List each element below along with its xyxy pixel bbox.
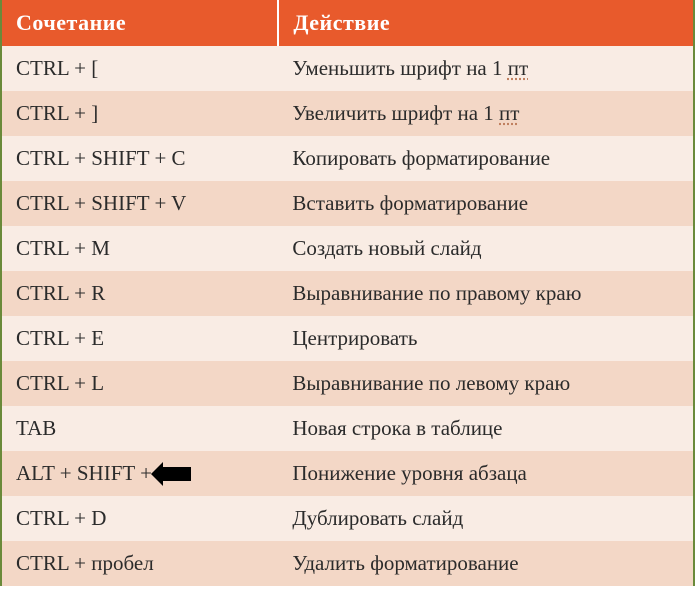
table-row: CTRL + L Выравнивание по левому краю — [2, 361, 693, 406]
header-action: Действие — [278, 0, 693, 46]
unit-text: пт — [499, 101, 519, 125]
cell-action: Увеличить шрифт на 1 пт — [278, 91, 693, 136]
action-text: Увеличить шрифт на 1 — [292, 101, 499, 125]
table-row: CTRL + E Центрировать — [2, 316, 693, 361]
cell-action: Удалить форматирование — [278, 541, 693, 586]
table-row: CTRL + SHIFT + V Вставить форматирование — [2, 181, 693, 226]
action-text: Выравнивание по правому краю — [292, 281, 581, 305]
cell-action: Центрировать — [278, 316, 693, 361]
action-text: Центрировать — [292, 326, 417, 350]
cell-action: Вставить форматирование — [278, 181, 693, 226]
cell-shortcut: CTRL + D — [2, 496, 278, 541]
shortcut-text: CTRL + R — [16, 281, 105, 305]
shortcut-text: CTRL + [ — [16, 56, 98, 80]
cell-action: Уменьшить шрифт на 1 пт — [278, 46, 693, 91]
table-header-row: Сочетание Действие — [2, 0, 693, 46]
cell-action: Дублировать слайд — [278, 496, 693, 541]
table-row: CTRL + D Дублировать слайд — [2, 496, 693, 541]
cell-shortcut: CTRL + E — [2, 316, 278, 361]
shortcut-text: CTRL + SHIFT + C — [16, 146, 186, 170]
shortcut-text: CTRL + пробел — [16, 551, 154, 575]
table-row: ALT + SHIFT + Понижение уровня абзаца — [2, 451, 693, 496]
shortcut-table-wrapper: Сочетание Действие CTRL + [ Уменьшить шри… — [0, 0, 695, 586]
action-text: Удалить форматирование — [292, 551, 518, 575]
unit-text: пт — [508, 56, 528, 80]
action-text: Понижение уровня абзаца — [292, 461, 527, 485]
cell-shortcut: CTRL + L — [2, 361, 278, 406]
table-row: CTRL + M Создать новый слайд — [2, 226, 693, 271]
cell-shortcut: CTRL + пробел — [2, 541, 278, 586]
cell-action: Выравнивание по левому краю — [278, 361, 693, 406]
action-text: Вставить форматирование — [292, 191, 528, 215]
cell-shortcut: ALT + SHIFT + — [2, 451, 278, 496]
cell-action: Понижение уровня абзаца — [278, 451, 693, 496]
table-row: CTRL + пробел Удалить форматирование — [2, 541, 693, 586]
shortcut-text: CTRL + D — [16, 506, 106, 530]
cell-shortcut: CTRL + SHIFT + V — [2, 181, 278, 226]
table-row: CTRL + SHIFT + C Копировать форматировани… — [2, 136, 693, 181]
table-row: TAB Новая строка в таблице — [2, 406, 693, 451]
table-row: CTRL + R Выравнивание по правому краю — [2, 271, 693, 316]
cell-shortcut: TAB — [2, 406, 278, 451]
shortcut-table: Сочетание Действие CTRL + [ Уменьшить шри… — [2, 0, 693, 586]
cell-action: Копировать форматирование — [278, 136, 693, 181]
action-text: Дублировать слайд — [292, 506, 463, 530]
cell-shortcut: CTRL + ] — [2, 91, 278, 136]
shortcut-text: CTRL + SHIFT + V — [16, 191, 186, 215]
table-row: CTRL + ] Увеличить шрифт на 1 пт — [2, 91, 693, 136]
cell-shortcut: CTRL + [ — [2, 46, 278, 91]
action-text: Новая строка в таблице — [292, 416, 502, 440]
cell-action: Создать новый слайд — [278, 226, 693, 271]
shortcut-text: CTRL + M — [16, 236, 110, 260]
shortcut-text: CTRL + L — [16, 371, 104, 395]
action-text: Выравнивание по левому краю — [292, 371, 570, 395]
shortcut-text: CTRL + E — [16, 326, 104, 350]
cell-shortcut: CTRL + M — [2, 226, 278, 271]
header-shortcut: Сочетание — [2, 0, 278, 46]
shortcut-text: CTRL + ] — [16, 101, 98, 125]
action-text: Уменьшить шрифт на 1 — [292, 56, 507, 80]
arrow-left-icon — [163, 467, 191, 481]
table-row: CTRL + [ Уменьшить шрифт на 1 пт — [2, 46, 693, 91]
action-text: Копировать форматирование — [292, 146, 550, 170]
cell-action: Новая строка в таблице — [278, 406, 693, 451]
shortcut-text: ALT + SHIFT + — [16, 461, 157, 485]
cell-action: Выравнивание по правому краю — [278, 271, 693, 316]
cell-shortcut: CTRL + SHIFT + C — [2, 136, 278, 181]
cell-shortcut: CTRL + R — [2, 271, 278, 316]
action-text: Создать новый слайд — [292, 236, 481, 260]
shortcut-text: TAB — [16, 416, 56, 440]
